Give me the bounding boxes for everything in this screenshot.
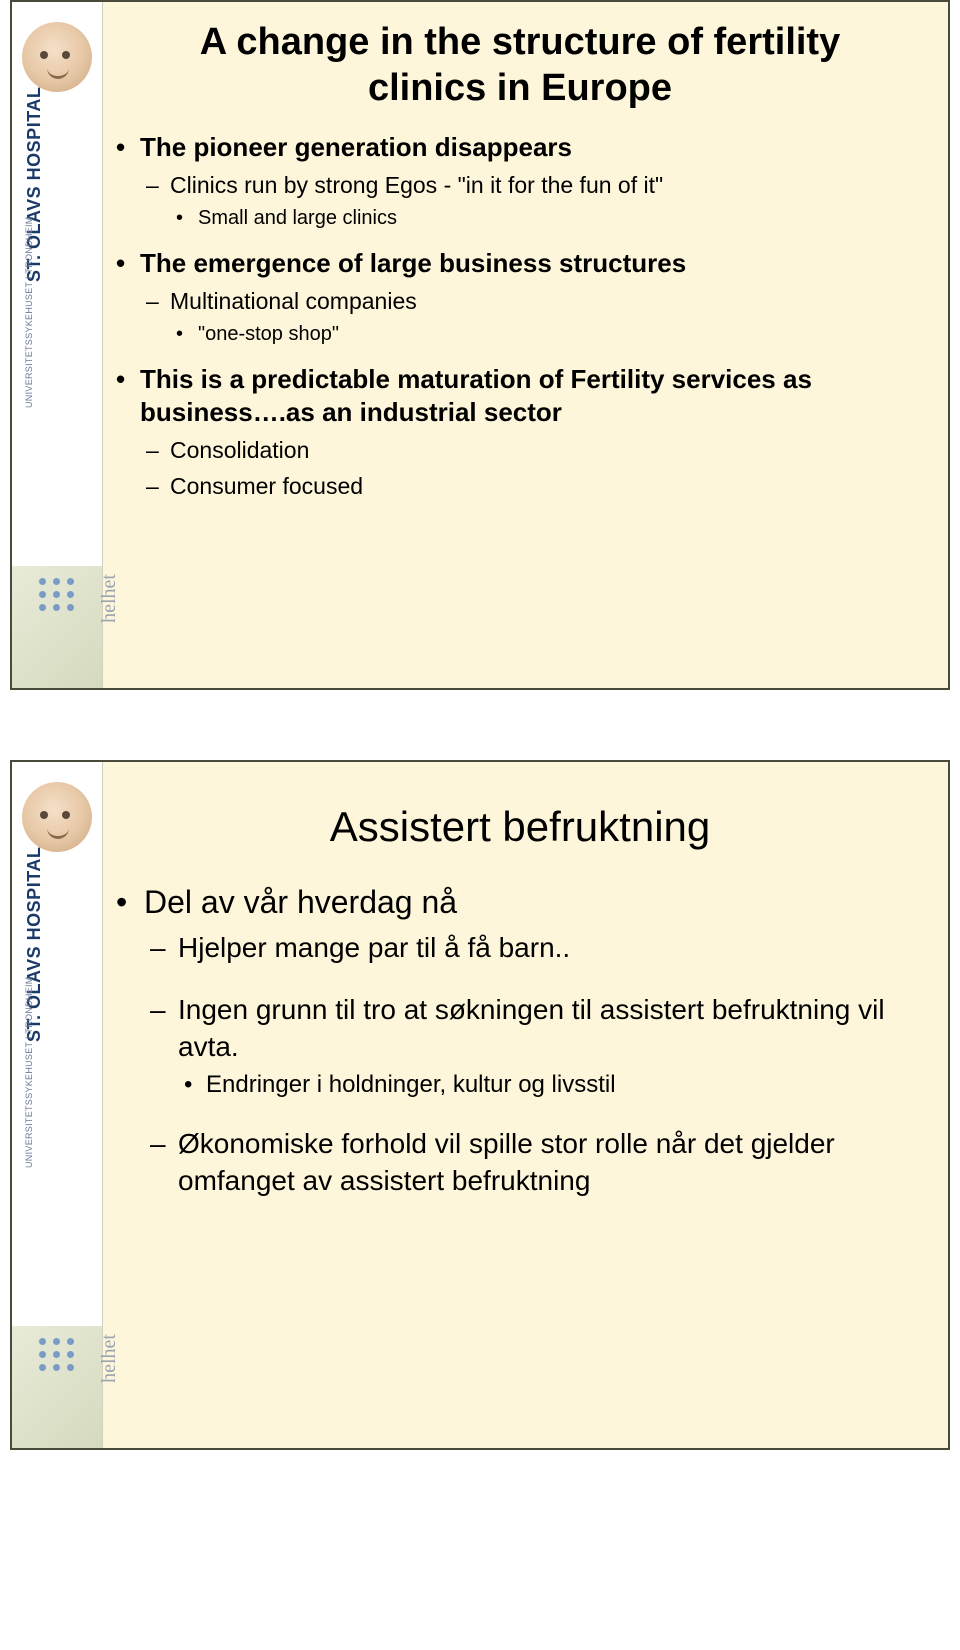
face-icon <box>22 782 92 852</box>
bullet-1-sub-3: Økonomiske forhold vil spille stor rolle… <box>144 1126 928 1199</box>
bullet-1-sub-1: Clinics run by strong Egos - "in it for … <box>140 171 928 231</box>
bullet-1-text: The pioneer generation disappears <box>140 132 572 162</box>
slide-2-title: Assistert befruktning <box>112 802 928 852</box>
dots-icon <box>39 1338 75 1371</box>
slide-2: ST. OLAVS HOSPITAL UNIVERSITETSSYKEHUSET… <box>10 760 950 1450</box>
bullet-3-sub-1: Consolidation <box>140 436 928 466</box>
hospital-subtitle: UNIVERSITETSSYKEHUSET I TRONDHEIM <box>24 216 34 408</box>
bullet-1-sub-2-sub-1: Endringer i holdninger, kultur og livsst… <box>178 1069 928 1100</box>
bullet-2: The emergence of large business structur… <box>112 247 928 347</box>
slide-2-content: Assistert befruktning Del av vår hverdag… <box>112 802 928 1430</box>
slide-1-title: A change in the structure of fertility c… <box>112 20 928 111</box>
bullet-2-sub-1-text: Multinational companies <box>170 288 417 314</box>
bullet-1-sub-1-text: Clinics run by strong Egos - "in it for … <box>170 172 663 198</box>
slide-1-content: A change in the structure of fertility c… <box>112 20 928 670</box>
slide-2-bullets: Del av vår hverdag nå Hjelper mange par … <box>112 882 928 1199</box>
title-line-2: clinics in Europe <box>368 67 672 109</box>
bullet-1-sub-1: Hjelper mange par til å få barn.. <box>144 930 928 966</box>
bullet-3: This is a predictable maturation of Fert… <box>112 363 928 502</box>
hospital-subtitle: UNIVERSITETSSYKEHUSET I TRONDHEIM <box>24 976 34 1168</box>
sidebar-bottom-ornament: helhet <box>12 1326 102 1448</box>
face-icon <box>22 22 92 92</box>
sidebar-bottom-ornament: helhet <box>12 566 102 688</box>
bullet-3-sub-2: Consumer focused <box>140 472 928 502</box>
bullet-1-sub-1-sub-1: Small and large clinics <box>170 205 928 231</box>
bullet-2-sub-1: Multinational companies "one-stop shop" <box>140 287 928 347</box>
bullet-2-sub-1-sub-1: "one-stop shop" <box>170 321 928 347</box>
bullet-2-text: The emergence of large business structur… <box>140 248 686 278</box>
dots-icon <box>39 578 75 611</box>
bullet-1: The pioneer generation disappears Clinic… <box>112 131 928 231</box>
slide-sidebar: ST. OLAVS HOSPITAL UNIVERSITETSSYKEHUSET… <box>12 762 103 1448</box>
bullet-1-sub-2: Ingen grunn til tro at søkningen til ass… <box>144 992 928 1100</box>
title-line-1: A change in the structure of fertility <box>200 21 840 63</box>
bullet-1-text: Del av vår hverdag nå <box>144 884 457 920</box>
bullet-1-sub-2-text: Ingen grunn til tro at søkningen til ass… <box>178 994 885 1061</box>
bullet-1: Del av vår hverdag nå Hjelper mange par … <box>112 882 928 1199</box>
slide-1: ST. OLAVS HOSPITAL UNIVERSITETSSYKEHUSET… <box>10 0 950 690</box>
slide-sidebar: ST. OLAVS HOSPITAL UNIVERSITETSSYKEHUSET… <box>12 2 103 688</box>
bullet-3-text: This is a predictable maturation of Fert… <box>140 364 812 428</box>
slide-1-bullets: The pioneer generation disappears Clinic… <box>112 131 928 502</box>
